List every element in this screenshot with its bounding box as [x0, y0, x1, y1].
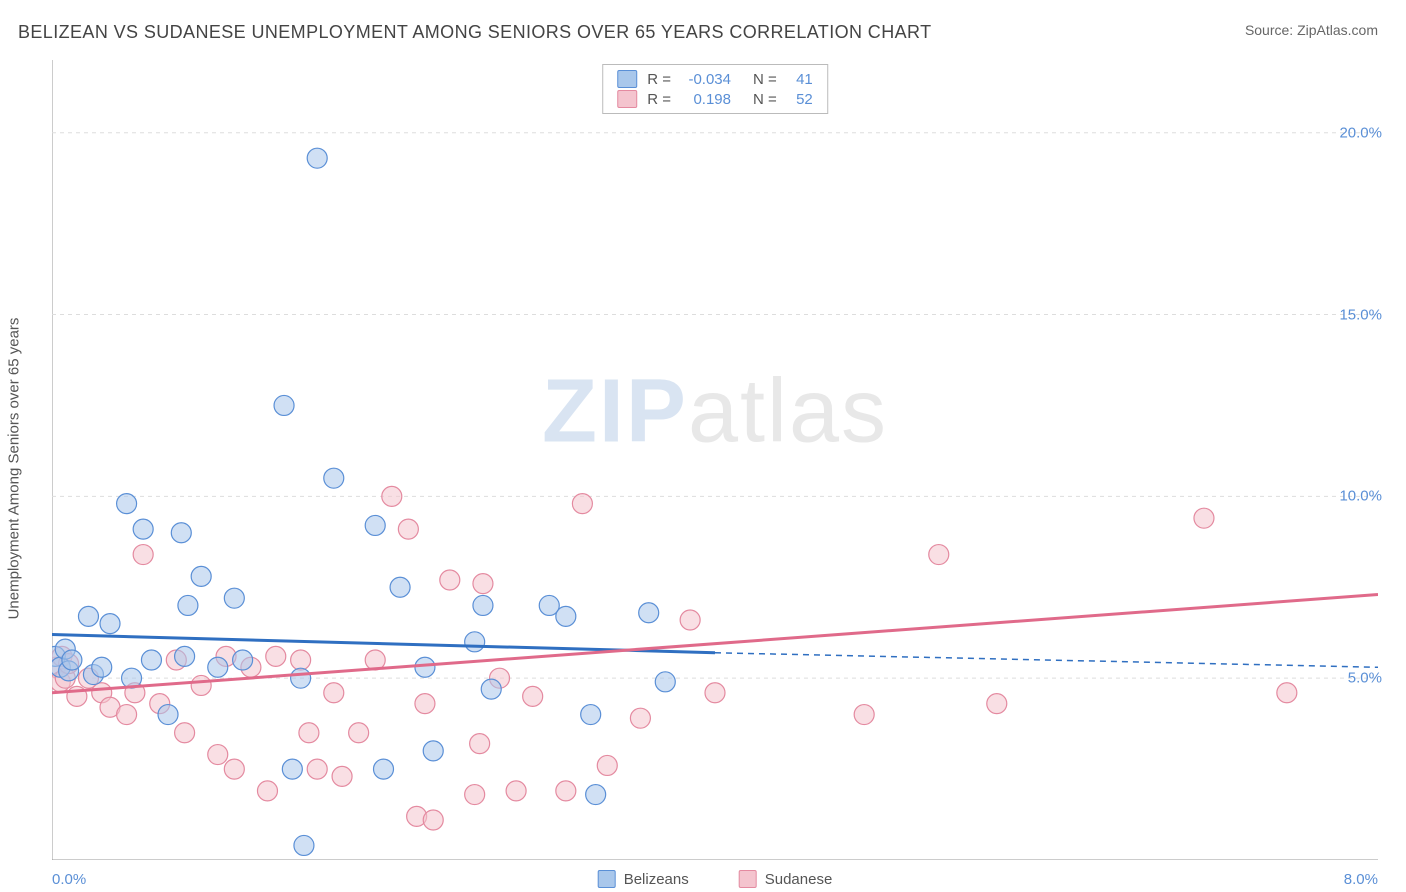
- r-value: 0.198: [681, 91, 731, 108]
- legend-swatch: [598, 870, 616, 888]
- legend-label: Sudanese: [765, 871, 833, 888]
- x-axis-end: 8.0%: [1344, 871, 1378, 888]
- source-text: Source: ZipAtlas.com: [1245, 22, 1378, 38]
- r-value: -0.034: [681, 71, 731, 88]
- n-value: 52: [787, 91, 813, 108]
- legend-item: Belizeans: [598, 870, 689, 888]
- r-label: R =: [647, 91, 671, 108]
- chart-container: Unemployment Among Seniors over 65 years…: [52, 60, 1378, 860]
- x-axis-start: 0.0%: [52, 871, 86, 888]
- y-tick-label: 15.0%: [1339, 306, 1382, 323]
- y-tick-label: 20.0%: [1339, 124, 1382, 141]
- corr-swatch: [617, 90, 637, 108]
- r-label: R =: [647, 71, 671, 88]
- n-value: 41: [787, 71, 813, 88]
- legend-label: Belizeans: [624, 871, 689, 888]
- legend-item: Sudanese: [739, 870, 833, 888]
- n-label: N =: [753, 71, 777, 88]
- corr-swatch: [617, 70, 637, 88]
- y-tick-label: 5.0%: [1348, 670, 1382, 687]
- scatter-plot: [52, 60, 1378, 860]
- corr-row: R = 0.198 N = 52: [617, 89, 813, 109]
- y-axis-label: Unemployment Among Seniors over 65 years: [6, 318, 23, 620]
- n-label: N =: [753, 91, 777, 108]
- series-legend: Belizeans Sudanese: [598, 870, 833, 888]
- legend-swatch: [739, 870, 757, 888]
- y-tick-label: 10.0%: [1339, 488, 1382, 505]
- chart-header: BELIZEAN VS SUDANESE UNEMPLOYMENT AMONG …: [0, 0, 1406, 53]
- corr-row: R = -0.034 N = 41: [617, 69, 813, 89]
- correlation-legend: R = -0.034 N = 41 R = 0.198 N = 52: [602, 64, 828, 114]
- chart-title: BELIZEAN VS SUDANESE UNEMPLOYMENT AMONG …: [18, 22, 931, 43]
